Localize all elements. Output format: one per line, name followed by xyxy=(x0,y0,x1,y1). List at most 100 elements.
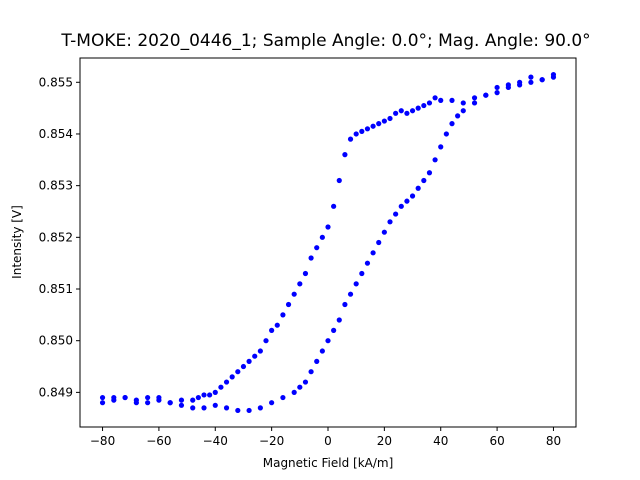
data-point xyxy=(426,170,433,176)
y-axis-label: Intensity [V] xyxy=(10,205,24,279)
data-point xyxy=(409,108,416,114)
data-point xyxy=(133,400,139,406)
data-point xyxy=(190,405,196,411)
data-point xyxy=(387,219,393,225)
data-point xyxy=(421,177,427,184)
data-point xyxy=(409,193,416,199)
data-point xyxy=(432,95,438,101)
data-point xyxy=(240,363,247,370)
x-tick-label: 20 xyxy=(377,434,392,448)
data-point xyxy=(505,84,511,91)
data-point xyxy=(314,358,320,364)
data-point xyxy=(364,260,371,266)
data-point xyxy=(550,74,557,80)
data-point xyxy=(156,397,162,403)
data-point xyxy=(336,177,342,184)
data-point xyxy=(438,144,444,150)
data-point xyxy=(331,203,337,209)
data-point xyxy=(471,100,478,106)
data-point xyxy=(353,131,359,137)
chart-title: T-MOKE: 2020_0446_1; Sample Angle: 0.0°;… xyxy=(60,31,590,51)
data-point xyxy=(99,400,106,406)
data-point xyxy=(263,338,269,344)
data-point xyxy=(398,108,404,114)
data-point xyxy=(353,281,359,287)
x-axis-label: Magnetic Field [kA/m] xyxy=(263,456,394,470)
data-point xyxy=(460,108,466,114)
y-tick-label: 0.849 xyxy=(39,385,73,399)
data-point xyxy=(308,369,314,375)
data-point xyxy=(471,95,478,101)
data-point xyxy=(167,400,173,406)
data-point xyxy=(342,301,348,308)
data-point xyxy=(319,234,325,240)
x-tick-label: −20 xyxy=(259,434,284,448)
data-point xyxy=(280,312,286,318)
data-point xyxy=(449,97,455,103)
x-tick-label: −80 xyxy=(90,434,115,448)
data-point xyxy=(302,270,309,277)
data-point xyxy=(347,291,354,297)
data-point xyxy=(235,369,241,375)
x-tick-label: 0 xyxy=(324,434,332,448)
y-tick-label: 0.852 xyxy=(39,230,73,244)
data-point xyxy=(302,379,309,385)
data-point xyxy=(404,110,410,116)
data-point xyxy=(415,185,421,191)
data-point xyxy=(207,392,213,398)
data-point xyxy=(331,327,337,333)
data-point xyxy=(223,405,230,411)
data-point xyxy=(432,157,438,163)
axis-ticks: −80 −60 −40 −20 0 20 40 60 80 0.849 0.850 0.851 0.85… xyxy=(39,75,561,448)
data-point xyxy=(269,400,275,406)
data-point xyxy=(257,348,263,354)
x-tick-label: 80 xyxy=(546,434,561,448)
data-point xyxy=(178,397,185,403)
data-point xyxy=(336,317,342,323)
data-point xyxy=(235,407,241,414)
data-point xyxy=(376,239,382,246)
data-point xyxy=(297,281,303,287)
data-point xyxy=(195,394,201,401)
data-point xyxy=(145,400,151,406)
data-point xyxy=(291,389,297,395)
data-point xyxy=(122,394,128,401)
y-tick-label: 0.855 xyxy=(39,75,73,89)
data-point xyxy=(280,394,286,401)
data-point xyxy=(393,211,399,217)
data-point xyxy=(364,126,371,132)
data-point xyxy=(494,84,500,91)
y-tick-label: 0.853 xyxy=(39,179,73,193)
data-point xyxy=(494,90,500,96)
data-point xyxy=(269,327,275,333)
data-point xyxy=(285,301,292,308)
data-point xyxy=(314,245,320,251)
data-point xyxy=(252,353,258,359)
data-point xyxy=(370,250,376,256)
data-point xyxy=(426,100,433,106)
x-tick-label: −60 xyxy=(146,434,171,448)
data-point xyxy=(223,379,230,385)
data-point xyxy=(449,121,455,127)
data-point xyxy=(145,394,151,401)
data-point xyxy=(443,131,449,137)
data-point xyxy=(528,74,534,80)
data-point xyxy=(99,394,106,401)
data-point xyxy=(539,77,545,83)
data-point xyxy=(246,358,252,364)
data-point xyxy=(483,92,489,98)
data-point xyxy=(455,113,461,119)
data-point xyxy=(111,397,117,403)
data-point xyxy=(517,82,523,88)
data-point xyxy=(438,97,444,103)
data-point xyxy=(415,105,421,111)
data-point xyxy=(201,405,207,411)
data-point xyxy=(460,100,466,106)
data-point xyxy=(274,322,280,328)
data-point xyxy=(376,121,382,127)
plot-frame xyxy=(79,57,577,428)
data-point xyxy=(229,374,235,380)
data-point xyxy=(381,118,387,124)
y-tick-label: 0.854 xyxy=(39,127,73,141)
